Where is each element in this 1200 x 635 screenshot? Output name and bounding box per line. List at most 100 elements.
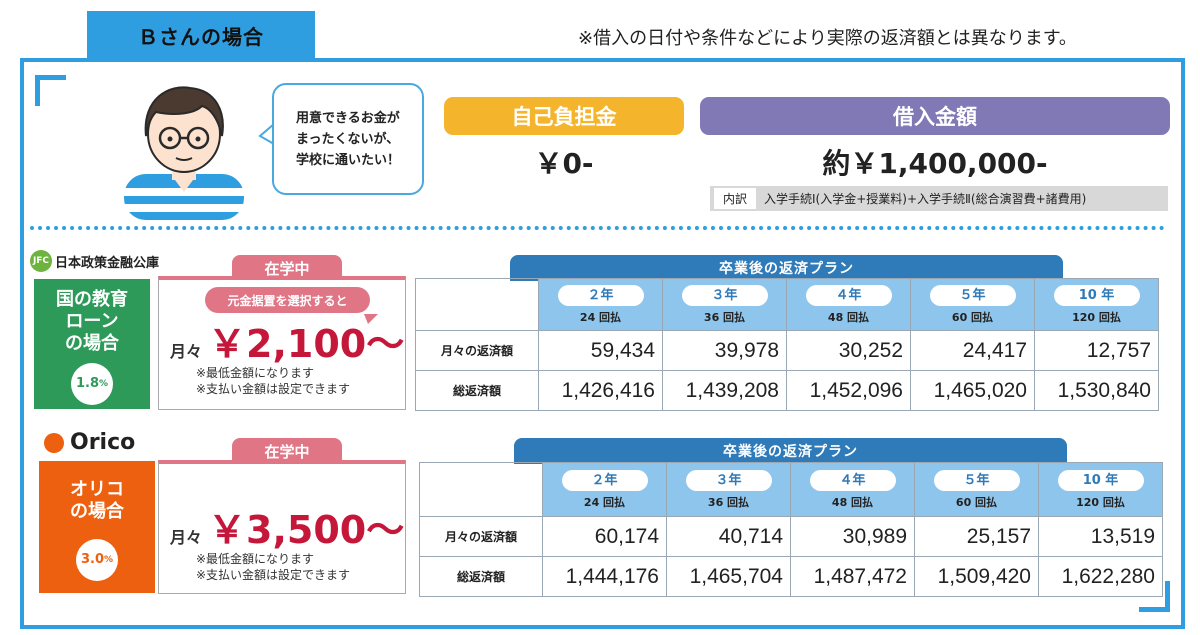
page-title: Ｂさんの場合 xyxy=(87,11,315,59)
in-school-box xyxy=(158,460,406,594)
period-cell: ４年 48 回払 xyxy=(790,462,915,517)
lender-name-line: ローン xyxy=(65,311,119,332)
monthly-label: 月々 xyxy=(170,342,203,361)
period-cell: ３年 36 回払 xyxy=(662,278,787,331)
period-count: 60 回払 xyxy=(951,310,994,324)
table-corner-cell xyxy=(415,278,539,331)
table-header-row: ２年 24 回払 ３年 36 回払 ４年 48 回払 ５年 60 回払 10 年 120 … xyxy=(415,278,1159,331)
monthly-label: 月々 xyxy=(170,528,203,547)
interest-rate-value: 1.8 xyxy=(75,376,99,391)
period-years: 10 年 xyxy=(1057,469,1144,491)
in-school-notes: ※最低金額になります ※支払い金額は設定できます xyxy=(196,551,350,583)
note-line: ※支払い金額は設定できます xyxy=(196,568,351,582)
breakdown-text: 入学手続Ⅰ(入学金+授業料)+入学手続Ⅱ(総合演習費+諸費用) xyxy=(764,192,1087,206)
frame-corner-top-left xyxy=(35,75,66,106)
total-value-cell: 1,452,096 xyxy=(786,370,911,411)
period-count: 120 回払 xyxy=(1076,495,1125,509)
monthly-value-cell: 60,174 xyxy=(542,516,667,557)
jfc-logo-mark: JFC xyxy=(30,250,52,272)
total-value-cell: 1,530,840 xyxy=(1034,370,1159,411)
monthly-value-cell: 25,157 xyxy=(914,516,1039,557)
choice-pointer xyxy=(364,309,378,328)
period-years: ５年 xyxy=(933,469,1020,491)
monthly-value-cell: 39,978 xyxy=(662,330,787,371)
frame-corner-bottom-right xyxy=(1139,581,1170,612)
disclaimer-note: ※借入の日付や条件などにより実際の返済額とは異なります。 xyxy=(578,28,1077,49)
table-corner-cell xyxy=(419,462,543,517)
dotted-divider xyxy=(30,226,1165,230)
repayment-plan-table: ２年 24 回払 ３年 36 回払 ４年 48 回払 ５年 60 回払 10 年 120 … xyxy=(415,278,1159,411)
total-value-cell: 1,465,020 xyxy=(910,370,1035,411)
jfc-lender-box: 国の教育 ローン の場合 1.8% xyxy=(34,279,150,409)
period-count: 24 回払 xyxy=(583,495,626,509)
period-years: ２年 xyxy=(557,284,644,306)
jfc-logo: JFC 日本政策金融公庫 xyxy=(30,250,159,272)
orico-lender-box: オリコ の場合 3.0% xyxy=(39,461,155,593)
table-row: 総返済額 1,444,176 1,465,704 1,487,472 1,509… xyxy=(419,556,1163,597)
period-years: ５年 xyxy=(929,284,1016,306)
period-count: 24 回払 xyxy=(579,310,622,324)
period-years: ２年 xyxy=(561,469,648,491)
period-count: 36 回払 xyxy=(703,310,746,324)
in-school-notes: ※最低金額になります ※支払い金額は設定できます xyxy=(196,365,350,397)
period-count: 120 回払 xyxy=(1072,310,1121,324)
row-label: 月々の返済額 xyxy=(419,516,543,557)
period-cell: ２年 24 回払 xyxy=(538,278,663,331)
period-cell: ５年 60 回払 xyxy=(914,462,1039,517)
interest-rate-unit: % xyxy=(99,379,109,389)
monthly-value-cell: 59,434 xyxy=(538,330,663,371)
table-row: 月々の返済額 60,174 40,714 30,989 25,157 13,51… xyxy=(419,516,1163,557)
period-cell: 10 年 120 回払 xyxy=(1034,278,1159,331)
orico-logo: Orico xyxy=(44,430,135,455)
period-cell: ２年 24 回払 xyxy=(542,462,667,517)
in-school-monthly-payment: 月々 ￥2,100〜 xyxy=(170,313,404,368)
total-value-cell: 1,509,420 xyxy=(914,556,1039,597)
repayment-plan-title: 卒業後の返済プラン xyxy=(510,255,1063,281)
row-label: 総返済額 xyxy=(419,556,543,597)
monthly-value-cell: 13,519 xyxy=(1038,516,1163,557)
loan-breakdown: 内訳 入学手続Ⅰ(入学金+授業料)+入学手続Ⅱ(総合演習費+諸費用) xyxy=(710,186,1168,211)
speech-line: まったくないが、 xyxy=(295,131,400,147)
repayment-plan-table: ２年 24 回払 ３年 36 回払 ４年 48 回払 ５年 60 回払 10 年 120 … xyxy=(419,462,1163,597)
in-school-monthly-payment: 月々 ￥3,500〜 xyxy=(170,499,404,554)
row-label: 月々の返済額 xyxy=(415,330,539,371)
period-years: ３年 xyxy=(681,284,768,306)
lender-name-line: オリコ xyxy=(70,479,124,500)
repayment-plan-title: 卒業後の返済プラン xyxy=(514,438,1067,464)
period-years: ４年 xyxy=(809,469,896,491)
interest-rate-value: 3.0 xyxy=(80,552,104,567)
monthly-amount: ￥2,100〜 xyxy=(208,322,405,366)
monthly-amount: ￥3,500〜 xyxy=(208,508,405,552)
self-payment-amount: ￥0- xyxy=(534,147,594,180)
note-line: ※最低金額になります xyxy=(196,552,315,566)
speech-line: 用意できるお金が xyxy=(295,110,400,126)
loan-amount-label: 借入金額 xyxy=(700,97,1170,135)
speech-bubble-tail xyxy=(258,122,278,150)
lender-name-line: 国の教育 xyxy=(56,289,128,310)
note-line: ※支払い金額は設定できます xyxy=(196,382,351,396)
monthly-value-cell: 24,417 xyxy=(910,330,1035,371)
content-frame xyxy=(20,58,1185,629)
interest-rate-badge: 1.8% xyxy=(71,363,113,405)
row-label: 総返済額 xyxy=(415,370,539,411)
speech-bubble: 用意できるお金が まったくないが、 学校に通いたい！ xyxy=(272,83,424,195)
loan-amount-value: 約￥1,400,000- xyxy=(822,147,1048,180)
jfc-logo-text: 日本政策金融公庫 xyxy=(55,255,160,271)
total-value-cell: 1,439,208 xyxy=(662,370,787,411)
period-count: 48 回払 xyxy=(831,495,874,509)
interest-rate-unit: % xyxy=(104,555,114,565)
period-count: 36 回払 xyxy=(707,495,750,509)
total-value-cell: 1,444,176 xyxy=(542,556,667,597)
period-cell: ４年 48 回払 xyxy=(786,278,911,331)
table-header-row: ２年 24 回払 ３年 36 回払 ４年 48 回払 ５年 60 回払 10 年 120 … xyxy=(419,462,1163,517)
speech-line: 学校に通いたい！ xyxy=(295,152,400,168)
monthly-value-cell: 40,714 xyxy=(666,516,791,557)
monthly-value-cell: 30,989 xyxy=(790,516,915,557)
period-count: 60 回払 xyxy=(955,495,998,509)
student-avatar-illustration xyxy=(118,78,250,220)
monthly-value-cell: 12,757 xyxy=(1034,330,1159,371)
orico-logo-mark xyxy=(44,432,64,453)
note-line: ※最低金額になります xyxy=(196,366,315,380)
period-cell: ５年 60 回払 xyxy=(910,278,1035,331)
lender-name-line: の場合 xyxy=(70,501,124,522)
